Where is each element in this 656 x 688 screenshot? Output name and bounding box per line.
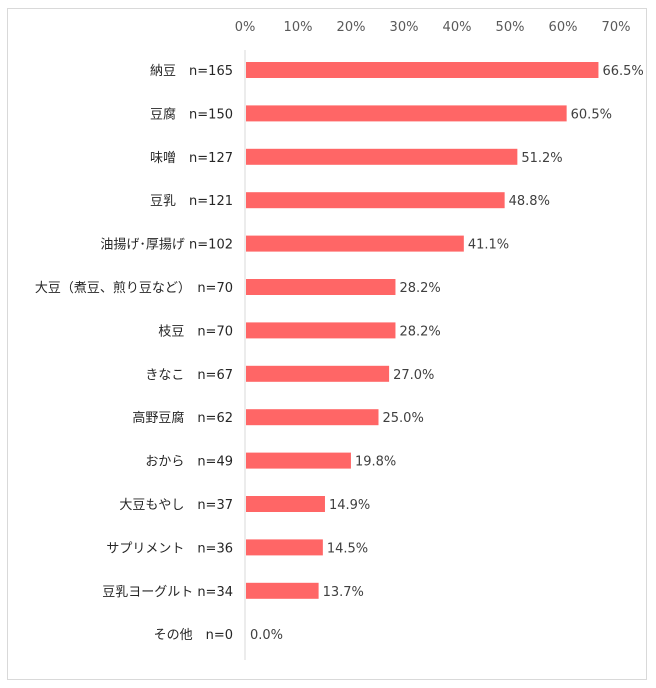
bar: [246, 409, 379, 426]
category-label: 豆乳 n=121: [150, 194, 233, 209]
data-label: 0.0%: [250, 628, 283, 643]
category-label: おから n=49: [145, 455, 233, 470]
x-tick-label: 70%: [602, 20, 631, 35]
x-tick-label: 0%: [235, 20, 256, 35]
data-label: 28.2%: [399, 324, 440, 339]
data-label: 27.0%: [393, 368, 434, 383]
category-label: 油揚げ･厚揚げ n=102: [100, 237, 233, 253]
category-label: その他 n=0: [154, 628, 233, 643]
data-label: 51.2%: [521, 151, 562, 166]
x-tick-label: 60%: [549, 20, 578, 35]
data-label: 13.7%: [323, 585, 364, 600]
data-label: 28.2%: [399, 281, 440, 296]
category-label: 高野豆腐 n=62: [132, 410, 233, 426]
data-label: 48.8%: [509, 194, 550, 209]
category-label: 枝豆 n=70: [158, 324, 233, 339]
bar: [246, 582, 319, 599]
category-label: 大豆（煮豆、煎り豆など） n=70: [35, 280, 233, 296]
data-label: 66.5%: [602, 64, 643, 79]
x-tick-label: 10%: [284, 20, 313, 35]
bar: [246, 365, 390, 382]
category-label: 豆腐 n=150: [150, 107, 233, 122]
bar: [246, 235, 464, 252]
bar: [246, 148, 518, 165]
data-label: 19.8%: [355, 455, 396, 470]
bar: [246, 279, 396, 295]
bar: [246, 452, 351, 469]
bar: [246, 539, 323, 556]
bar: [246, 496, 325, 512]
bar: [246, 322, 396, 339]
category-label: サプリメント n=36: [106, 541, 233, 556]
category-label: 納豆 n=165: [150, 64, 233, 79]
data-label: 41.1%: [468, 238, 509, 253]
x-tick-label: 50%: [496, 20, 525, 35]
bar: [246, 62, 599, 78]
bar: [246, 192, 505, 209]
category-label: 大豆もやし n=37: [119, 498, 233, 513]
data-label: 60.5%: [571, 107, 612, 122]
category-label: きなこ n=67: [145, 368, 233, 383]
data-label: 14.9%: [329, 498, 370, 513]
bar: [246, 105, 567, 122]
x-tick-label: 40%: [443, 20, 472, 35]
x-tick-label: 30%: [390, 20, 419, 35]
data-label: 25.0%: [383, 411, 424, 426]
category-label: 豆乳ヨーグルト n=34: [102, 585, 233, 600]
category-label: 味噌 n=127: [150, 151, 233, 166]
x-tick-label: 20%: [337, 20, 366, 35]
data-label: 14.5%: [327, 541, 368, 556]
